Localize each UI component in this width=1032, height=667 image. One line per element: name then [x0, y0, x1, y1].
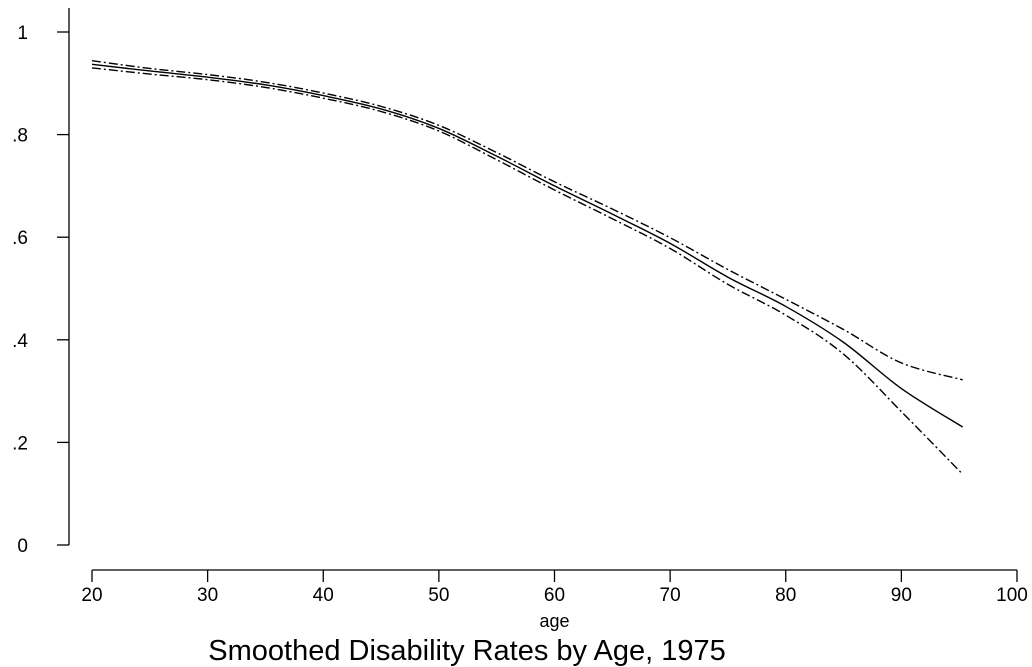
y-tick-label: .4 — [12, 331, 28, 352]
x-axis: 20 30 40 50 60 70 80 90 100 — [81, 569, 1028, 606]
y-tick-label: .2 — [12, 433, 28, 454]
x-tick-label: 80 — [775, 585, 796, 606]
x-tick-label: 70 — [660, 585, 681, 606]
x-tick-label: 40 — [313, 585, 334, 606]
y-tick-label: .6 — [12, 228, 28, 249]
x-axis-title: age — [539, 611, 569, 631]
plot-lines — [91, 60, 964, 475]
y-tick-label: .8 — [12, 126, 28, 147]
x-tick-label: 90 — [891, 585, 912, 606]
series-line-estimate — [91, 63, 964, 428]
x-tick-label: 30 — [197, 585, 218, 606]
y-tick-label: 1 — [17, 23, 28, 44]
x-tick-label: 20 — [81, 585, 102, 606]
series-line-confidence-bound — [91, 67, 964, 475]
y-axis: 0 .2 .4 .6 .8 1 — [12, 8, 70, 557]
y-tick-label: 0 — [17, 536, 28, 557]
x-tick-label: 50 — [428, 585, 449, 606]
series-line-confidence-bound — [91, 60, 963, 381]
x-tick-label: 60 — [544, 585, 565, 606]
x-tick-label: 100 — [996, 585, 1028, 606]
chart-title: Smoothed Disability Rates by Age, 1975 — [208, 635, 725, 667]
